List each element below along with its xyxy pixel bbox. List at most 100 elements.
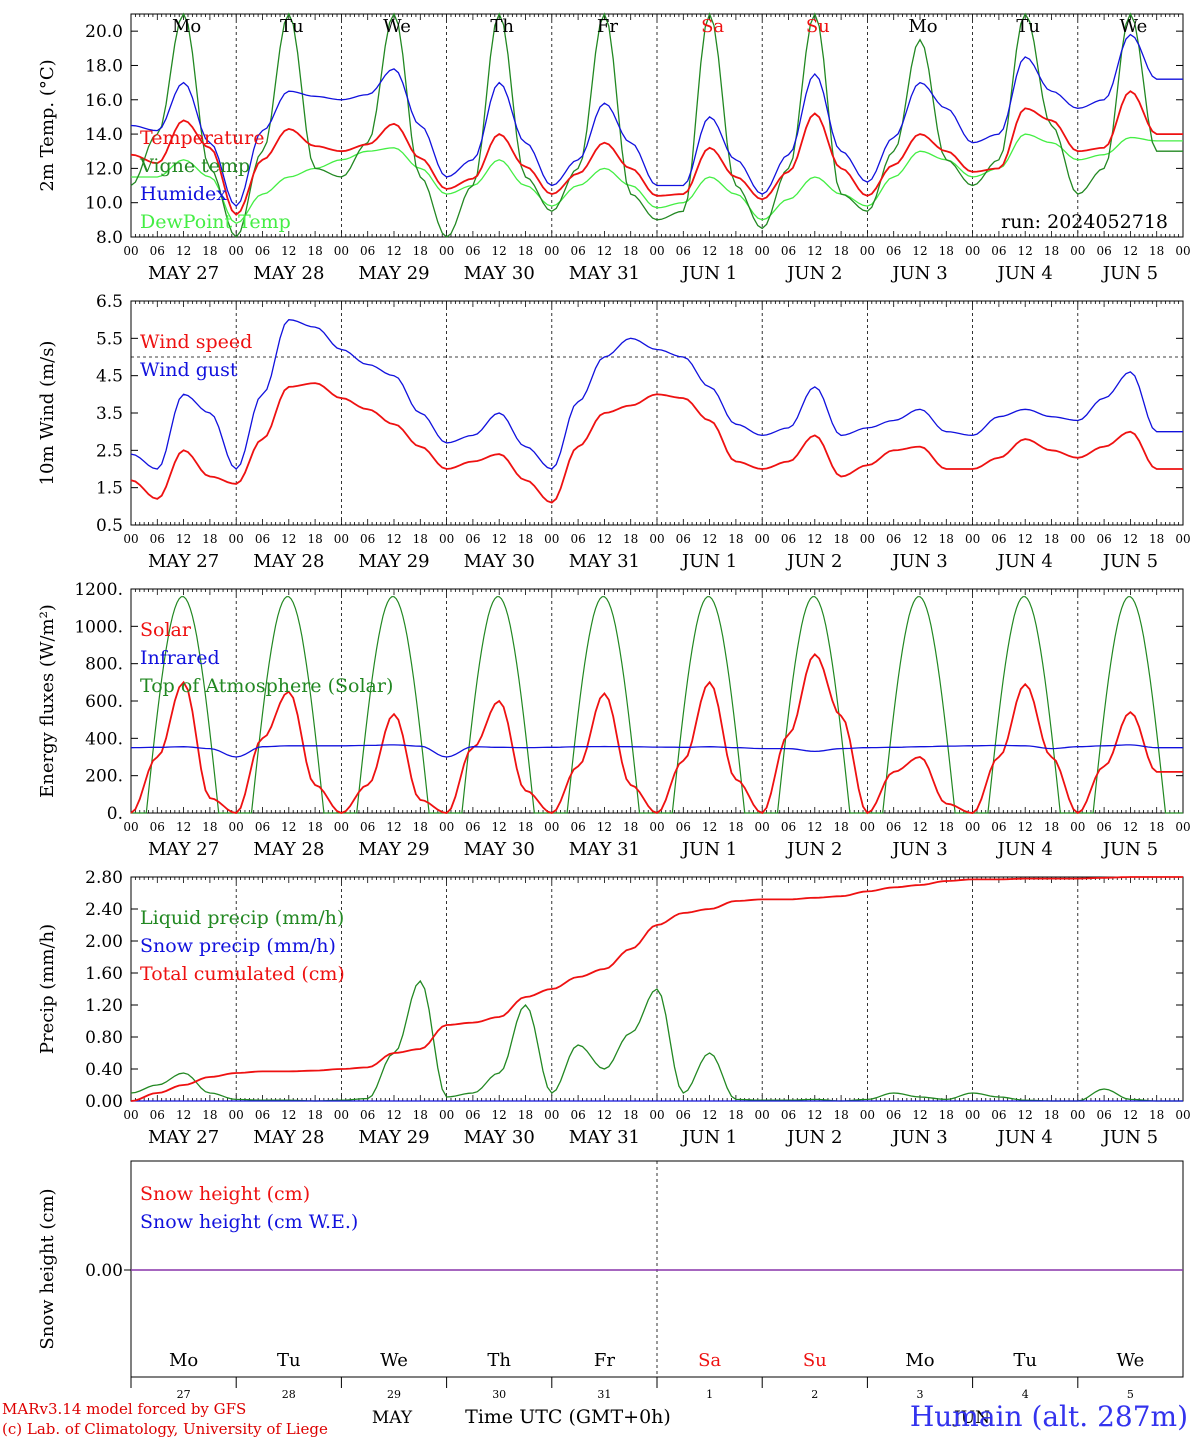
hour-tick-label: 12 <box>807 532 822 546</box>
weekday-label: We <box>1120 16 1148 37</box>
weekday-label: Tu <box>280 16 304 37</box>
hour-tick-label: 06 <box>1096 244 1111 258</box>
date-label: JUN 5 <box>1101 263 1158 284</box>
hour-tick-label: 00 <box>123 1108 138 1122</box>
y-tick-label: 20.0 <box>85 22 123 42</box>
model-credit: MARv3.14 model forced by GFS <box>2 1400 247 1418</box>
hour-tick-label: 06 <box>150 532 165 546</box>
hour-tick-label: 12 <box>1123 820 1138 834</box>
y-tick-label: 2.80 <box>85 868 123 888</box>
series-solar <box>130 652 1183 815</box>
series-infrared <box>130 744 1183 758</box>
legend-entry: Wind gust <box>140 359 238 381</box>
hour-tick-label: 18 <box>728 820 743 834</box>
legend-entry: Snow height (cm) <box>140 1183 310 1205</box>
hour-tick-label: 18 <box>833 532 848 546</box>
hour-tick-label: 18 <box>518 244 533 258</box>
hour-tick-label: 06 <box>991 820 1006 834</box>
y-axis-label: Precip (mm/h) <box>37 924 58 1054</box>
day-number-label: 4 <box>1022 1388 1029 1401</box>
hour-tick-label: 12 <box>702 820 717 834</box>
weekday-label: Mo <box>169 1350 198 1371</box>
hour-tick-label: 12 <box>912 1108 927 1122</box>
hour-tick-label: 12 <box>597 820 612 834</box>
plot-frame <box>130 300 1184 526</box>
day-number-label: 3 <box>917 1388 924 1401</box>
hour-tick-label: 12 <box>912 532 927 546</box>
day-number-label: 1 <box>706 1388 713 1401</box>
legend-entry: Snow precip (mm/h) <box>140 935 336 957</box>
meteogram-panels: 00 06 12 18 MAY 27 00 06 12 18 MAY 28 00 06 12 18 MAY … <box>37 12 1191 1428</box>
hour-tick-label: 18 <box>518 820 533 834</box>
hour-tick-label: 06 <box>781 1108 796 1122</box>
date-label: MAY 28 <box>253 1127 324 1148</box>
hour-tick-label: 00 <box>544 820 559 834</box>
y-tick-label: 6.5 <box>96 292 123 312</box>
hour-tick-label: 06 <box>360 532 375 546</box>
hour-tick-label: 18 <box>833 244 848 258</box>
hour-tick-label: 06 <box>570 1108 585 1122</box>
hour-tick-label: 12 <box>176 244 191 258</box>
date-label: MAY 30 <box>464 1127 535 1148</box>
series-wind-speed <box>130 382 1183 504</box>
series-total-cumulated-cm- <box>130 876 1183 1102</box>
hour-tick-label: 06 <box>465 1108 480 1122</box>
weekday-label: Sa <box>701 16 724 37</box>
hour-tick-label: 18 <box>1044 532 1059 546</box>
date-label: JUN 1 <box>680 551 737 572</box>
hour-tick-label: 00 <box>544 1108 559 1122</box>
date-label: JUN 2 <box>785 1127 842 1148</box>
hour-tick-label: 06 <box>886 244 901 258</box>
panel-temperature: 00 06 12 18 MAY 27 00 06 12 18 MAY 28 00 06 12 18 MAY … <box>37 12 1191 284</box>
hour-tick-label: 12 <box>597 1108 612 1122</box>
hour-tick-label: 06 <box>570 532 585 546</box>
date-label: MAY 27 <box>148 839 219 860</box>
hour-tick-label: 12 <box>1123 244 1138 258</box>
hour-tick-label: 12 <box>492 1108 507 1122</box>
hour-tick-label: 00 <box>1070 244 1085 258</box>
hour-tick-label: 06 <box>570 820 585 834</box>
hour-tick-label: 18 <box>728 1108 743 1122</box>
hour-tick-label: 18 <box>413 532 428 546</box>
hour-tick-label: 12 <box>386 532 401 546</box>
date-label: JUN 5 <box>1101 551 1158 572</box>
date-label: MAY 30 <box>464 839 535 860</box>
hour-tick-label: 06 <box>255 532 270 546</box>
legend-entry: Humidex <box>140 183 227 205</box>
month-label: JUN <box>952 1408 990 1428</box>
hour-tick-label: 12 <box>597 532 612 546</box>
hour-tick-label: 18 <box>202 820 217 834</box>
y-tick-label: 1000. <box>74 617 123 637</box>
weekday-label: We <box>380 1350 408 1371</box>
hour-tick-label: 18 <box>307 820 322 834</box>
hour-tick-label: 06 <box>1096 1108 1111 1122</box>
day-number-label: 29 <box>387 1388 401 1401</box>
hour-tick-label: 18 <box>833 820 848 834</box>
hour-tick-label: 18 <box>623 820 638 834</box>
hour-tick-label: 12 <box>912 820 927 834</box>
date-label: JUN 3 <box>890 839 947 860</box>
y-tick-label: 0.00 <box>85 1261 123 1281</box>
series-wind-gust <box>130 319 1183 470</box>
hour-tick-label: 12 <box>281 820 296 834</box>
hour-tick-label: 18 <box>413 244 428 258</box>
date-label: MAY 29 <box>358 1127 429 1148</box>
hour-tick-label: 18 <box>623 532 638 546</box>
date-label: MAY 29 <box>358 551 429 572</box>
date-label: MAY 31 <box>569 1127 640 1148</box>
hour-tick-label: 06 <box>150 1108 165 1122</box>
hour-tick-label: 06 <box>886 532 901 546</box>
hour-tick-label: 00 <box>334 244 349 258</box>
hour-tick-label: 00 <box>755 244 770 258</box>
date-label: MAY 30 <box>464 551 535 572</box>
hour-tick-label: 06 <box>991 1108 1006 1122</box>
hour-tick-label: 12 <box>176 532 191 546</box>
hour-tick-label: 00 <box>1175 1108 1190 1122</box>
date-label: JUN 3 <box>890 1127 947 1148</box>
y-tick-label: 3.5 <box>96 404 123 424</box>
station-title: Humain (alt. 287m) <box>909 1400 1188 1433</box>
hour-tick-label: 00 <box>123 244 138 258</box>
hour-tick-label: 00 <box>965 244 980 258</box>
legend-entry: Solar <box>140 619 192 641</box>
